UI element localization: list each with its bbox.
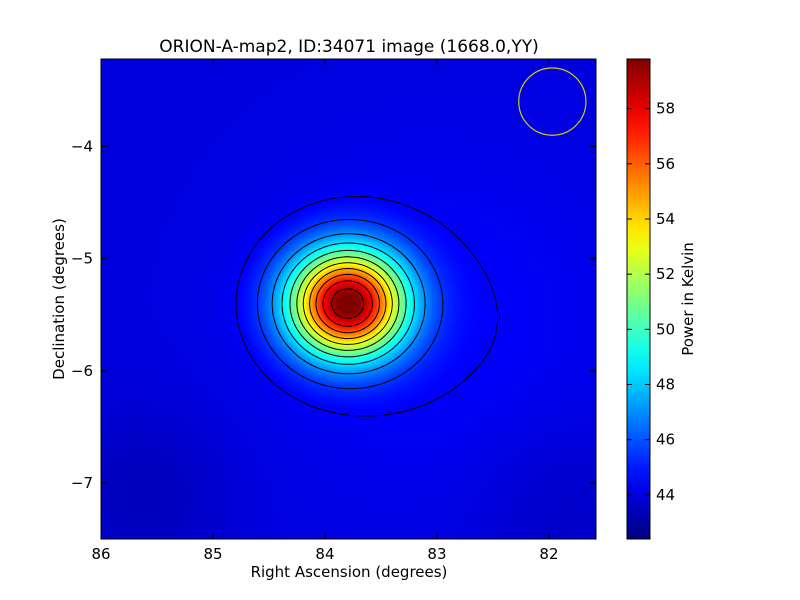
colorbar-tick-label: 48 (656, 376, 675, 394)
contour-level-3 (281, 242, 415, 365)
y-axis: −4 −5 −6 −7 (71, 137, 596, 492)
x-axis-label: Right Ascension (degrees) (251, 563, 448, 581)
contour-level-1 (256, 218, 444, 390)
colorbar-tick-label: 56 (656, 155, 675, 173)
y-tick-label: −7 (71, 474, 93, 492)
colorbar-ticks: 44 46 48 50 52 54 56 58 (627, 100, 675, 504)
contour-level-2 (271, 233, 426, 375)
colorbar-gradient (627, 59, 650, 539)
contour-level-6 (302, 262, 393, 345)
x-tick-label: 84 (315, 545, 334, 563)
x-tick-label: 83 (427, 545, 446, 563)
y-axis-label: Declination (degrees) (50, 218, 68, 380)
x-axis: 86 85 84 83 82 (91, 59, 559, 563)
colorbar: 44 46 48 50 52 54 56 58 Power in Kelvin (626, 58, 697, 540)
x-tick-label: 82 (539, 545, 558, 563)
x-tick-label: 85 (203, 545, 222, 563)
x-tick-label: 86 (91, 545, 110, 563)
contour-level-7 (309, 268, 387, 340)
contour-level-10 (331, 288, 365, 319)
contour-level-8 (315, 273, 380, 334)
colorbar-tick-label: 52 (656, 265, 675, 283)
plot-area: 86 85 84 83 82 −4 −5 −6 −7 (71, 58, 597, 563)
contour-level-5 (296, 256, 400, 351)
colorbar-tick-label: 58 (656, 100, 675, 118)
contour-lines (235, 196, 499, 417)
colorbar-tick-label: 50 (656, 320, 675, 338)
y-tick-label: −6 (71, 362, 93, 380)
plot-frame (100, 58, 597, 540)
contour-level-9 (322, 280, 373, 327)
chart-title: ORION-A-map2, ID:34071 image (1668.0,YY) (159, 37, 538, 57)
colorbar-tick-label: 44 (656, 486, 675, 504)
colorbar-label: Power in Kelvin (679, 242, 697, 356)
contour-level-0 (235, 196, 499, 417)
beam-circle (518, 67, 587, 136)
y-tick-label: −5 (71, 250, 93, 268)
contour-level-4 (289, 249, 407, 358)
y-tick-label: −4 (71, 137, 93, 155)
colorbar-frame (626, 58, 651, 540)
heatmap-image (101, 59, 596, 539)
colorbar-tick-label: 46 (656, 431, 675, 449)
colorbar-tick-label: 54 (656, 210, 675, 228)
